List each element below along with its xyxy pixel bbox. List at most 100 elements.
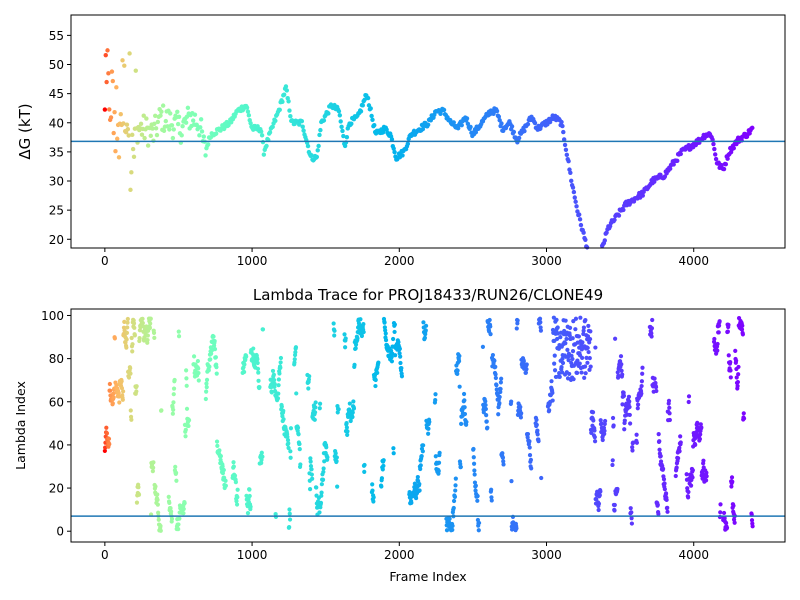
lambda-point [214, 371, 219, 376]
delta-g-point [121, 121, 126, 126]
delta-g-point [103, 52, 108, 58]
lambda-point [170, 411, 175, 416]
lambda-point [242, 369, 247, 375]
lambda-point [655, 502, 660, 507]
y-tick-label: 60 [49, 395, 64, 409]
lambda-point [383, 337, 389, 343]
lambda-point [256, 370, 261, 375]
lambda-point [214, 365, 219, 370]
lambda-point [722, 516, 727, 521]
lambda-point [325, 455, 330, 460]
lambda-point [116, 394, 122, 399]
lambda-point [145, 333, 150, 338]
delta-g-point [305, 143, 311, 149]
lambda-point [582, 375, 587, 380]
lambda-point [213, 355, 218, 360]
lambda-point [650, 317, 655, 323]
lambda-point [483, 402, 488, 408]
y-tick-label: 25 [49, 204, 64, 218]
lambda-point [639, 383, 644, 389]
lambda-point [107, 442, 112, 447]
lambda-point [552, 368, 558, 373]
lambda-point [415, 474, 420, 480]
lambda-point [535, 432, 540, 437]
lambda-point [176, 526, 181, 532]
delta-g-point [244, 105, 250, 110]
lambda-point [245, 511, 251, 516]
lambda-point [629, 510, 634, 515]
lambda-point [724, 525, 730, 530]
lambda-point [332, 333, 337, 338]
lambda-point [398, 360, 403, 366]
lambda-point [137, 328, 142, 333]
lambda-point [166, 494, 171, 499]
delta-g-point [340, 128, 345, 134]
delta-g-point [309, 153, 314, 158]
lambda-point [343, 336, 348, 341]
y-tick-label: 30 [49, 175, 64, 189]
lambda-point [159, 408, 164, 413]
lambda-point [725, 329, 730, 334]
delta-g-point [612, 217, 617, 223]
delta-g-point [116, 155, 122, 160]
delta-g-point [159, 109, 164, 114]
lambda-point [538, 320, 543, 325]
delta-g-point [145, 143, 151, 148]
lambda-point [611, 423, 616, 428]
delta-g-point [198, 117, 204, 122]
lambda-point [120, 397, 125, 402]
delta-g-point [713, 152, 718, 157]
lambda-point [612, 508, 617, 513]
lambda-point [392, 329, 397, 335]
lambda-point [233, 480, 238, 485]
x-tick-label: 2000 [384, 548, 415, 562]
lambda-point [128, 408, 133, 413]
lambda-point [704, 470, 709, 475]
delta-g-point [288, 114, 293, 119]
delta-g-point [139, 132, 145, 137]
lambda-point [600, 437, 605, 443]
lambda-point [462, 405, 467, 410]
lambda-point [124, 345, 129, 350]
lambda-point [483, 399, 488, 404]
lambda-point [156, 517, 161, 522]
delta-g-point [509, 124, 515, 129]
lambda-point [602, 428, 607, 433]
lambda-point [171, 407, 176, 412]
lambda-point [734, 375, 739, 380]
lambda-point [736, 372, 741, 377]
lambda-point [451, 498, 457, 504]
lambda-point [662, 481, 667, 486]
lambda-point [307, 374, 312, 379]
lambda-point [535, 428, 540, 433]
lambda-point [220, 464, 225, 469]
delta-g-point [499, 121, 504, 126]
delta-g-point [176, 114, 182, 119]
lambda-point [667, 411, 672, 416]
lambda-point [255, 360, 260, 366]
delta-g-point [267, 130, 273, 135]
lambda-point [518, 415, 523, 420]
lambda-point [418, 463, 423, 468]
lambda-point [334, 459, 339, 464]
lambda-point [558, 335, 563, 340]
delta-g-point [464, 116, 470, 121]
lambda-point [436, 468, 441, 474]
lambda-point [581, 325, 587, 330]
lambda-point [119, 386, 125, 391]
lambda-point [320, 477, 326, 482]
delta-g-point [190, 118, 196, 123]
delta-g-point [640, 193, 645, 198]
lambda-point [580, 355, 585, 360]
delta-g-point [299, 119, 305, 124]
lambda-point [575, 358, 580, 363]
lambda-point [538, 328, 544, 333]
delta-g-point [569, 178, 574, 184]
lambda-point [103, 445, 108, 450]
lambda-point [620, 372, 625, 377]
lambda-point [111, 395, 116, 400]
lambda-point [389, 359, 395, 364]
lambda-point [317, 401, 323, 406]
lambda-point [437, 450, 442, 455]
delta-g-point [652, 179, 657, 184]
